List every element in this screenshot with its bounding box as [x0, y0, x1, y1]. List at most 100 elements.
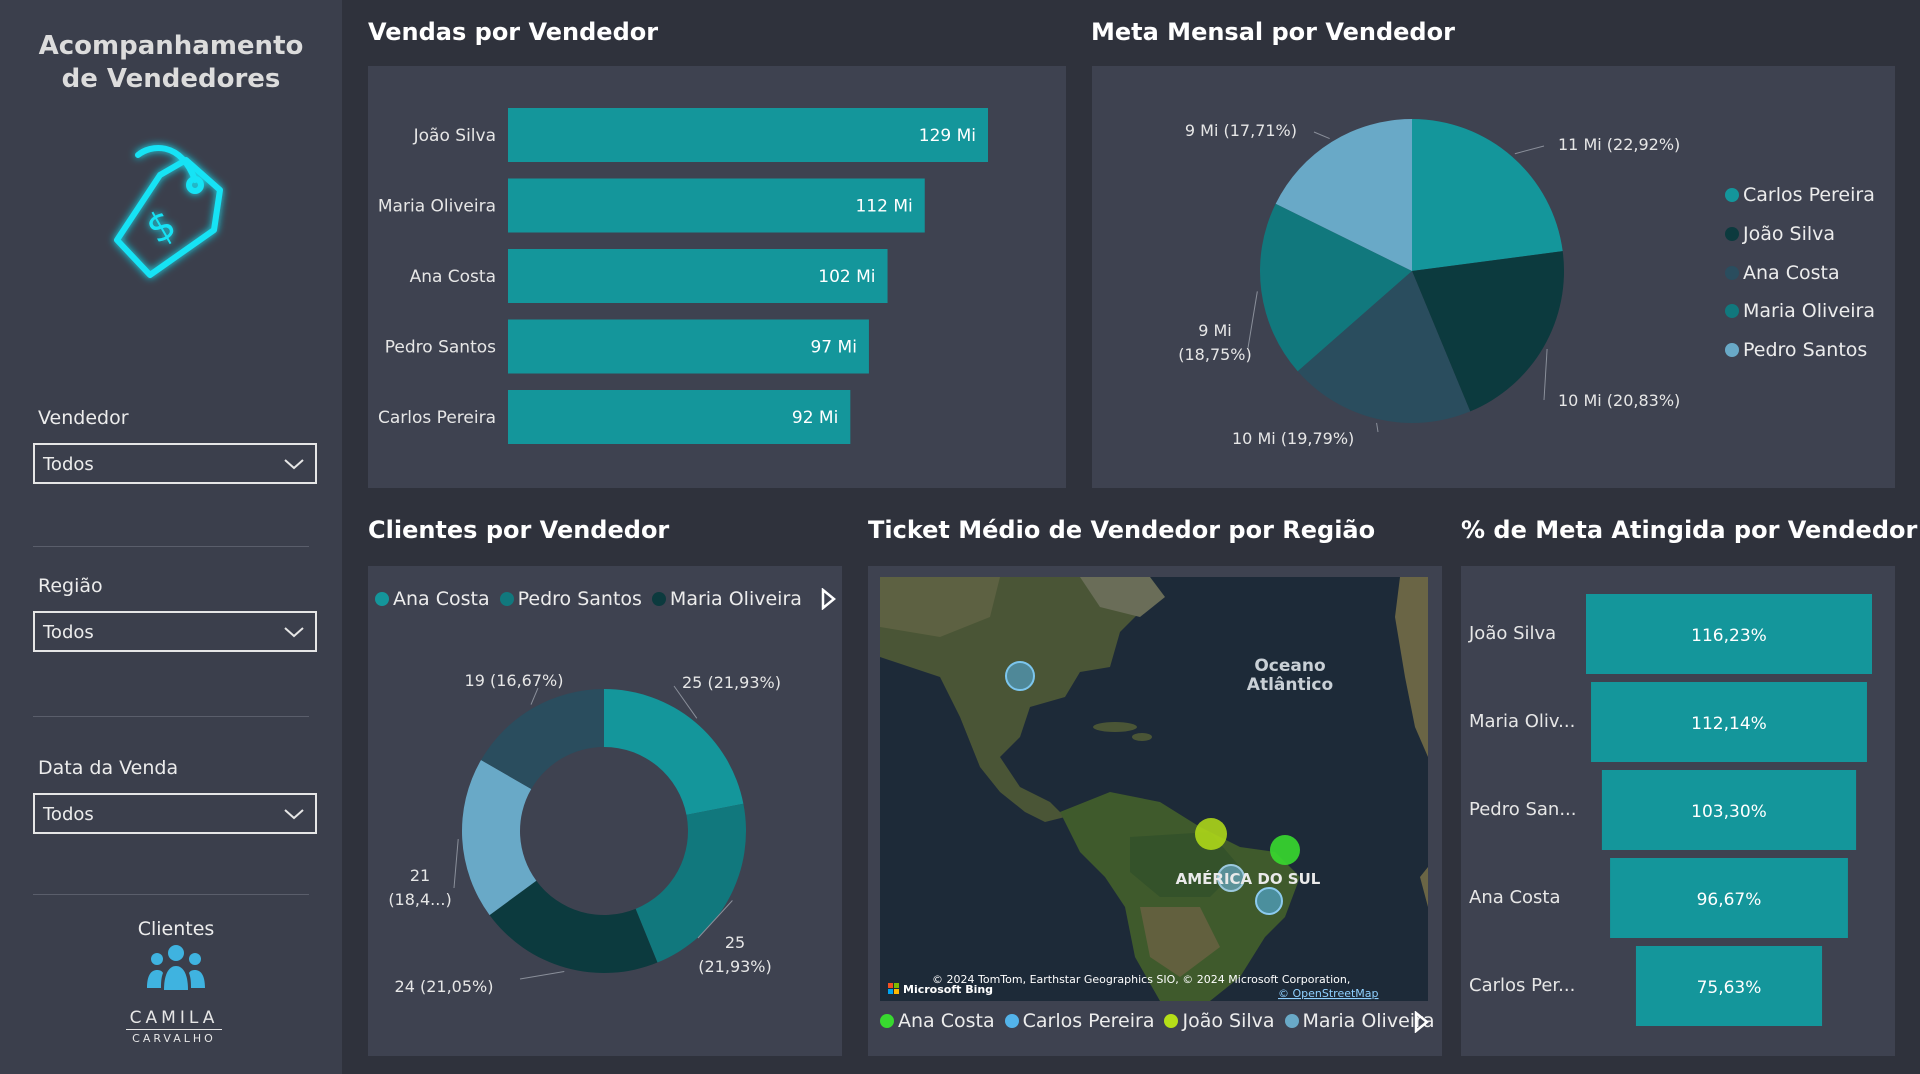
- legend-dot: [1725, 343, 1739, 358]
- bar-category-label: Ana Costa: [410, 267, 496, 287]
- legend-item[interactable]: Ana Costa: [1725, 253, 1875, 292]
- data-venda-dropdown[interactable]: Todos: [33, 793, 317, 834]
- clientes-title: Clientes por Vendedor: [368, 516, 670, 544]
- funnel-category-label: João Silva: [1468, 623, 1556, 644]
- legend-dot: [880, 1014, 894, 1028]
- divider: [33, 716, 309, 717]
- bar[interactable]: [508, 108, 988, 162]
- data-venda-dropdown-value: Todos: [43, 804, 94, 825]
- bing-logo-icon: [888, 983, 893, 988]
- regiao-dropdown-value: Todos: [43, 622, 94, 643]
- bar[interactable]: [508, 319, 869, 374]
- pie-slice[interactable]: [1297, 271, 1471, 423]
- legend-item[interactable]: João Silva: [1164, 1010, 1275, 1032]
- map-marker[interactable]: [1195, 818, 1227, 850]
- bar[interactable]: [508, 390, 851, 444]
- legend-item[interactable]: Ana Costa: [375, 588, 490, 610]
- donut-leader-line: [453, 838, 459, 889]
- price-tag-dollar-icon: $: [114, 144, 223, 278]
- legend-item[interactable]: Ana Costa: [880, 1010, 995, 1032]
- clientes-legend: Ana Costa Pedro Santos Maria Oliveira: [375, 588, 812, 610]
- donut-slice[interactable]: [489, 880, 658, 973]
- bar-category-label: Maria Oliveira: [378, 197, 496, 217]
- legend-next-arrow-icon[interactable]: [820, 588, 836, 610]
- legend-item[interactable]: Pedro Santos: [1725, 331, 1875, 370]
- filter-label-vendedor: Vendedor: [38, 407, 129, 429]
- funnel-bar[interactable]: [1601, 770, 1857, 850]
- donut-slice[interactable]: [604, 689, 744, 815]
- pie-leader-line: [1543, 348, 1548, 401]
- legend-item[interactable]: Pedro Santos: [499, 588, 642, 610]
- funnel-bar[interactable]: [1591, 682, 1867, 762]
- map-ocean-label: Atlântico: [1247, 675, 1333, 695]
- bar-category-label: João Silva: [413, 126, 496, 146]
- ticket-map[interactable]: Oceano Atlântico AMÉRICA DO SUL © 2024 T…: [880, 577, 1428, 1001]
- legend-item[interactable]: Carlos Pereira: [1725, 176, 1875, 215]
- donut-slice[interactable]: [462, 760, 537, 916]
- legend-dot: [499, 592, 514, 606]
- bing-logo-icon: [888, 989, 893, 994]
- donut-slice[interactable]: [635, 803, 746, 963]
- legend-label: Maria Oliveira: [1302, 1010, 1435, 1032]
- map-marker[interactable]: [1217, 864, 1245, 892]
- meta-title: Meta Mensal por Vendedor: [1091, 18, 1455, 46]
- map-marker[interactable]: [1255, 887, 1283, 915]
- legend-label: Maria Oliveira: [669, 588, 802, 610]
- pie-slice[interactable]: [1275, 119, 1412, 271]
- legend-item[interactable]: João Silva: [1725, 215, 1875, 254]
- map-marker[interactable]: [1270, 835, 1300, 865]
- funnel-bar[interactable]: [1635, 946, 1823, 1026]
- map-marker[interactable]: [1005, 661, 1035, 691]
- pie-slice[interactable]: [1412, 251, 1564, 412]
- pie-slice[interactable]: [1260, 203, 1412, 372]
- ticket-legend: Ana Costa Carlos Pereira João Silva Mari…: [880, 1010, 1445, 1032]
- bar-value-label: 129 Mi: [919, 126, 976, 146]
- meta-legend: Carlos Pereira João Silva Ana Costa Mari…: [1725, 176, 1875, 369]
- funnel-bar[interactable]: [1586, 594, 1872, 674]
- percent-title: % de Meta Atingida por Vendedor: [1461, 516, 1918, 544]
- funnel-bar[interactable]: [1610, 858, 1848, 938]
- legend-item[interactable]: Maria Oliveira: [651, 588, 802, 610]
- bar-value-label: 97 Mi: [810, 338, 856, 358]
- chevron-down-icon: [284, 809, 304, 820]
- regiao-dropdown[interactable]: Todos: [33, 611, 317, 652]
- legend-next-arrow-icon[interactable]: [1413, 1011, 1429, 1033]
- chevron-down-icon: [284, 627, 304, 638]
- vendedor-dropdown[interactable]: Todos: [33, 443, 317, 484]
- legend-dot: [1284, 1014, 1299, 1028]
- donut-data-label: 25: [725, 933, 745, 952]
- legend-dot: [375, 592, 389, 606]
- legend-label: Ana Costa: [898, 1010, 995, 1032]
- pie-leader-line: [1514, 145, 1545, 155]
- svg-text:$: $: [139, 201, 184, 254]
- bar-value-label: 112 Mi: [855, 197, 912, 217]
- bar[interactable]: [508, 178, 925, 233]
- map-osm-link[interactable]: © OpenStreetMap: [1278, 987, 1379, 1000]
- pie-data-label: 11 Mi (22,92%): [1558, 135, 1680, 154]
- legend-dot: [1725, 265, 1739, 280]
- app-title-line2: de Vendedores: [61, 64, 281, 94]
- map-attribution: © 2024 TomTom, Earthstar Geographics SIO…: [932, 973, 1350, 986]
- donut-leader-line: [519, 970, 565, 980]
- legend-label: João Silva: [1182, 1010, 1275, 1032]
- donut-slice[interactable]: [481, 689, 604, 789]
- bar-value-label: 102 Mi: [818, 267, 875, 287]
- funnel-value-label: 96,67%: [1697, 890, 1762, 910]
- legend-item[interactable]: Maria Oliveira: [1725, 292, 1875, 331]
- legend-item[interactable]: Carlos Pereira: [1004, 1010, 1154, 1032]
- legend-item[interactable]: Maria Oliveira: [1284, 1010, 1435, 1032]
- brand-logo: CAMILA CARVALHO: [126, 1008, 222, 1045]
- bar[interactable]: [508, 249, 888, 303]
- pie-slice[interactable]: [1412, 119, 1563, 271]
- meta-pie-chart: 11 Mi (22,92%) 10 Mi (20,83%) 10 Mi (19,79…: [1178, 119, 1680, 448]
- funnel-value-label: 116,23%: [1691, 626, 1767, 646]
- pie-leader-line: [1376, 422, 1379, 433]
- sidebar: Acompanhamento de Vendedores $ Vendedor …: [0, 0, 342, 1074]
- legend-label: João Silva: [1743, 223, 1836, 246]
- people-group-icon[interactable]: [146, 944, 206, 992]
- vendas-title: Vendas por Vendedor: [368, 18, 659, 46]
- legend-label: Ana Costa: [393, 588, 490, 610]
- donut-data-label: (18,4...): [388, 890, 451, 909]
- legend-dot: [651, 592, 666, 606]
- pie-leader-line: [1247, 291, 1258, 349]
